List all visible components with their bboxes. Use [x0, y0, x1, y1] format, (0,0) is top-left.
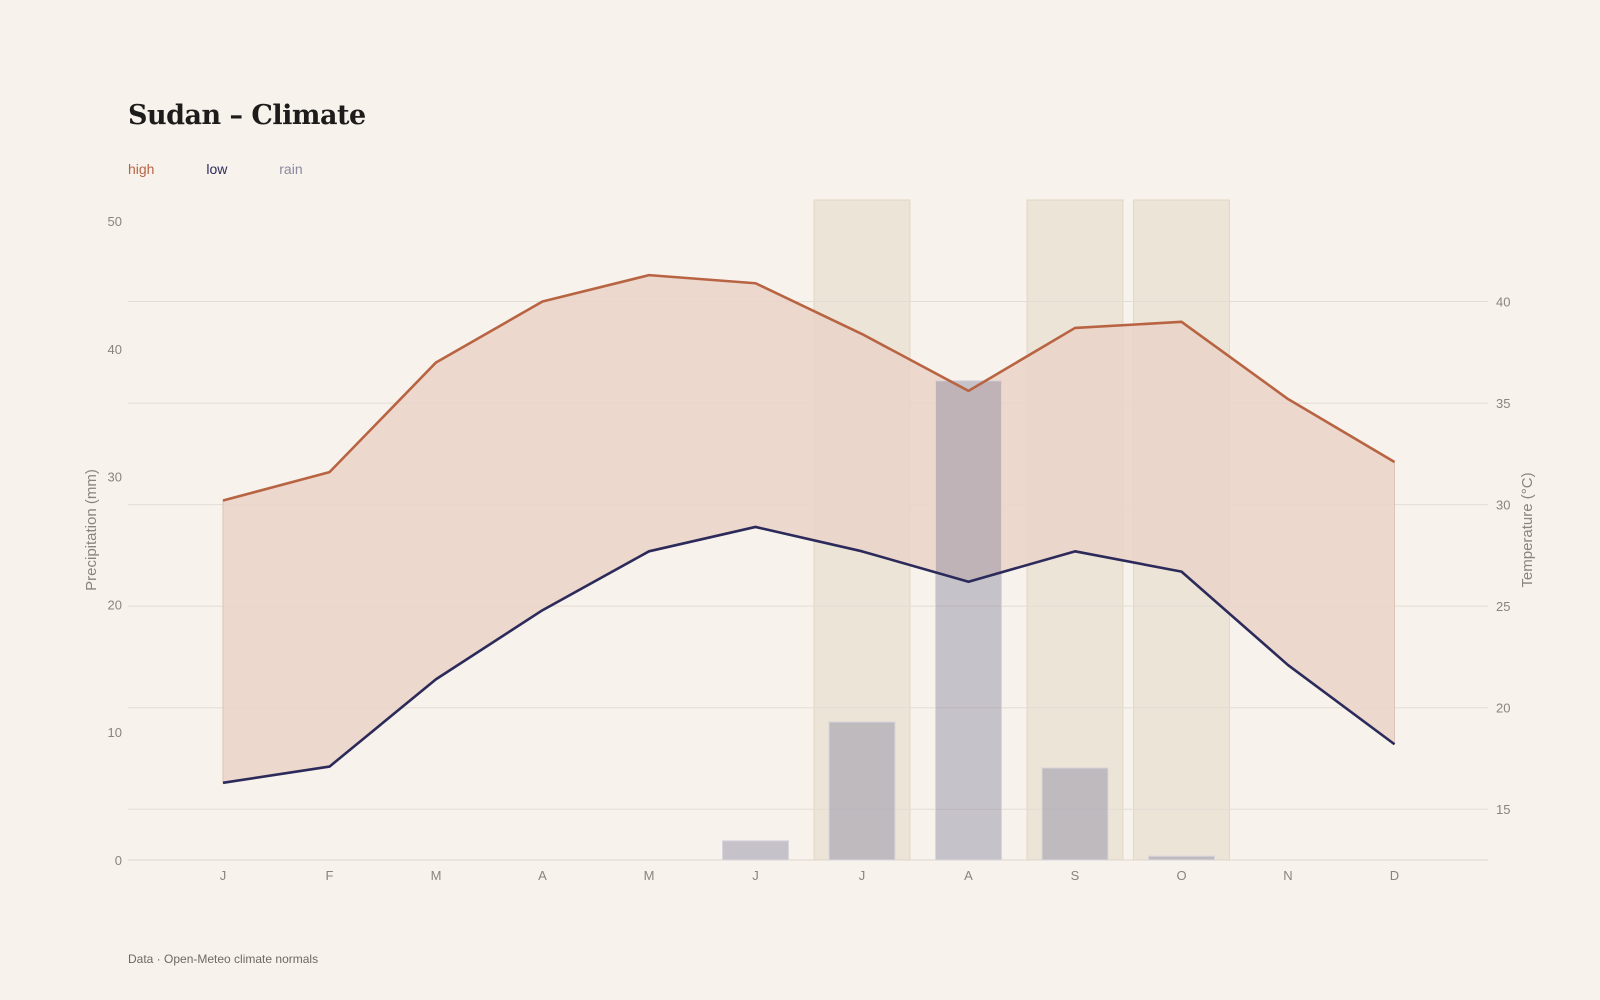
rain-bar	[1041, 767, 1109, 861]
legend-high: high	[128, 161, 155, 177]
temperature-lines	[222, 273, 1396, 785]
x-axis-tick-label: M	[431, 868, 442, 883]
x-axis-tick-label: M	[644, 868, 655, 883]
low-temperature-line	[222, 525, 1396, 785]
right-axis-tick-label: 30	[1496, 498, 1510, 513]
x-axis-tick-label: N	[1283, 868, 1292, 883]
x-axis-tick-label: J	[220, 868, 227, 883]
legend-low: low	[206, 161, 228, 177]
legend-rain: rain	[279, 161, 303, 177]
right-axis-tick-label: 20	[1496, 701, 1510, 716]
left-axis-tick-label: 10	[108, 725, 122, 740]
x-axis-tick-label: A	[538, 868, 547, 883]
data-source-footer: Data · Open-Meteo climate normals	[128, 952, 319, 966]
right-axis-tick-label: 15	[1496, 802, 1510, 817]
x-axis-tick-label: A	[964, 868, 973, 883]
left-axis-title: Precipitation (mm)	[83, 469, 100, 591]
left-axis-tick-label: 0	[115, 853, 122, 868]
x-axis-tick-label: D	[1390, 868, 1399, 883]
axes: 0 10 20 30 40 50 15 20 25 30 35 40 J F M A M J J A S O N D Preci…	[83, 214, 1536, 883]
right-axis-tick-label: 35	[1496, 396, 1510, 411]
rain-bars	[722, 380, 1215, 861]
high-temperature-line	[222, 273, 1396, 502]
right-axis-tick-label: 25	[1496, 599, 1510, 614]
left-axis-tick-label: 40	[108, 342, 122, 357]
left-axis-tick-label: 20	[108, 597, 122, 612]
rain-bar	[935, 380, 1002, 861]
x-axis-tick-label: J	[752, 868, 759, 883]
right-axis-tick-label: 40	[1496, 295, 1510, 310]
rain-bar	[1148, 855, 1215, 861]
rain-bar	[722, 840, 789, 861]
chart-title: Sudan – Climate	[128, 100, 366, 131]
x-axis-tick-label: O	[1176, 868, 1186, 883]
legend: high low rain	[128, 161, 351, 177]
x-axis-tick-label: F	[326, 868, 334, 883]
rain-bar	[828, 721, 896, 861]
right-axis-title: Temperature (°C)	[1519, 472, 1536, 587]
left-axis-tick-label: 50	[108, 214, 122, 229]
x-axis-tick-label: J	[859, 868, 866, 883]
x-axis-tick-label: S	[1071, 868, 1080, 883]
left-axis-tick-label: 30	[108, 470, 122, 485]
